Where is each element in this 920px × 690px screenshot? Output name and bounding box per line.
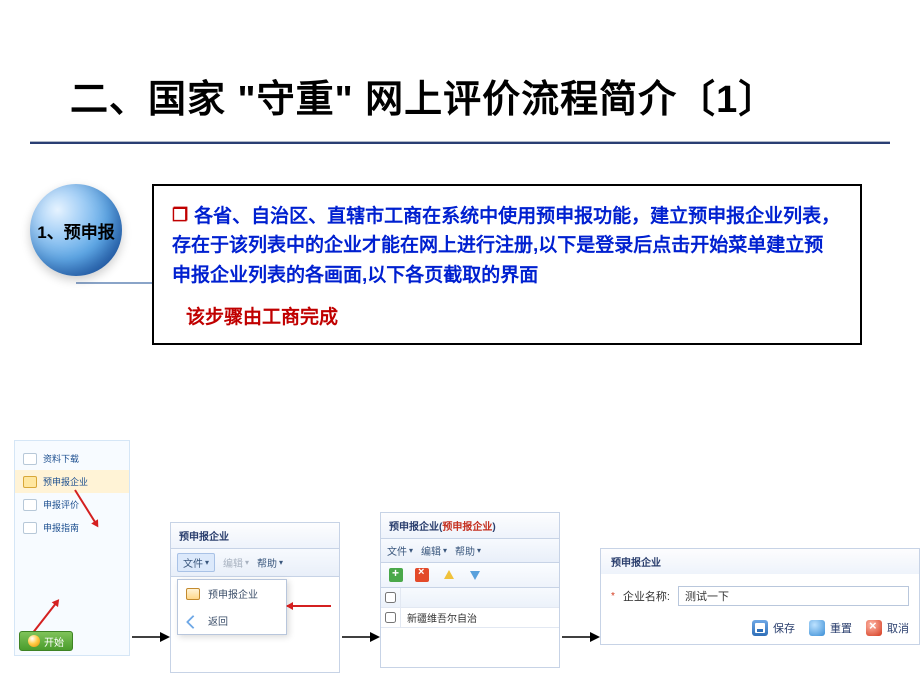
sidebar-item[interactable]: 申报评价 [15, 493, 129, 516]
select-all-checkbox[interactable] [385, 592, 396, 603]
toolbar-file[interactable]: 文件▾ [387, 543, 413, 558]
sidebar-item[interactable]: 申报指南 [15, 516, 129, 539]
doc-icon [23, 453, 37, 465]
icon-toolbar [380, 563, 560, 588]
sidebar-item[interactable]: 预申报企业 [15, 470, 129, 493]
bullet-icon: ❐ [172, 202, 188, 230]
reset-icon [809, 620, 825, 636]
arrow-up-icon[interactable] [441, 568, 455, 582]
description-box: ❐各省、自治区、直辖市工商在系统中使用预申报功能，建立预申报企业列表，存在于该列… [152, 184, 862, 345]
folder-icon [186, 588, 200, 600]
cancel-icon [866, 620, 882, 636]
page-title: 二、国家 "守重" 网上评价流程简介〔1〕 [70, 68, 870, 123]
panel-toolbar: 文件▾ 编辑▾ 帮助▾ [380, 538, 560, 563]
flow-arrow-icon [130, 626, 170, 648]
row-value: 新疆维吾尔自治 [401, 610, 477, 625]
sidebar-item-label: 申报评价 [43, 498, 79, 511]
form-row: * 企业名称: 测试一下 [611, 586, 909, 606]
start-orb-icon [28, 635, 40, 647]
back-icon [186, 615, 200, 627]
toolbar-file[interactable]: 文件▾ [177, 553, 215, 572]
doc-icon [23, 476, 37, 488]
delete-icon[interactable] [415, 568, 429, 582]
screenshot-form: 预申报企业 * 企业名称: 测试一下 保存 重置 取消 [600, 548, 920, 656]
doc-icon [23, 522, 37, 534]
data-grid: 新疆维吾尔自治 [380, 588, 560, 668]
start-button[interactable]: 开始 [19, 631, 73, 651]
start-button-label: 开始 [44, 634, 64, 649]
cancel-button[interactable]: 取消 [866, 620, 909, 636]
panel-header: 预申报企业(预申报企业) [380, 512, 560, 538]
form-buttons: 保存 重置 取消 [611, 620, 909, 636]
flow-arrow-icon [560, 626, 600, 648]
screenshots-row: 资料下载 预申报企业 申报评价 申报指南 开始 预申报企业 文件▾ 编辑▾ 帮助… [14, 440, 920, 656]
screenshot-file-menu: 预申报企业 文件▾ 编辑▾ 帮助▾ 预申报企业 返回 [170, 522, 340, 656]
step-label: 1、预申报 [37, 218, 114, 243]
toolbar-help[interactable]: 帮助▾ [257, 553, 283, 572]
screenshot-sidebar: 资料下载 预申报企业 申报评价 申报指南 开始 [14, 440, 130, 656]
dropdown-item[interactable]: 预申报企业 [178, 580, 286, 607]
save-button[interactable]: 保存 [752, 620, 795, 636]
dropdown-item-label: 预申报企业 [208, 586, 258, 601]
title-underline [30, 141, 890, 144]
field-label: 企业名称: [623, 588, 670, 604]
toolbar-edit[interactable]: 编辑▾ [223, 553, 249, 572]
save-icon [752, 620, 768, 636]
sidebar-item-label: 预申报企业 [43, 475, 88, 488]
doc-icon [23, 499, 37, 511]
description-note: 该步骤由工商完成 [186, 302, 842, 329]
panel-header: 预申报企业 [170, 522, 340, 548]
sidebar-item[interactable]: 资料下载 [15, 447, 129, 470]
highlight-arrow-icon [287, 605, 331, 607]
toolbar-edit[interactable]: 编辑▾ [421, 543, 447, 558]
add-icon[interactable] [389, 568, 403, 582]
panel-header-highlight: 预申报企业 [442, 522, 492, 533]
dropdown-item[interactable]: 返回 [178, 607, 286, 634]
company-name-input[interactable]: 测试一下 [678, 586, 909, 606]
dropdown-item-label: 返回 [208, 613, 228, 628]
required-star-icon: * [611, 591, 615, 602]
arrow-down-icon[interactable] [467, 568, 481, 582]
toolbar-help[interactable]: 帮助▾ [455, 543, 481, 558]
panel-toolbar: 文件▾ 编辑▾ 帮助▾ [170, 548, 340, 577]
sidebar-item-label: 申报指南 [43, 521, 79, 534]
sidebar-item-label: 资料下载 [43, 452, 79, 465]
reset-button[interactable]: 重置 [809, 620, 852, 636]
dropdown-menu: 预申报企业 返回 [177, 579, 287, 635]
row-checkbox[interactable] [385, 612, 396, 623]
table-row[interactable]: 新疆维吾尔自治 [381, 608, 559, 628]
step-sphere: 1、预申报 [30, 184, 122, 276]
table-header [381, 588, 559, 608]
description-text: ❐各省、自治区、直辖市工商在系统中使用预申报功能，建立预申报企业列表，存在于该列… [172, 202, 842, 290]
flow-arrow-icon [340, 626, 380, 648]
description-content: 各省、自治区、直辖市工商在系统中使用预申报功能，建立预申报企业列表，存在于该列表… [172, 206, 840, 286]
panel-header: 预申报企业 [600, 548, 920, 574]
screenshot-grid: 预申报企业(预申报企业) 文件▾ 编辑▾ 帮助▾ 新疆维吾尔自治 [380, 512, 560, 656]
